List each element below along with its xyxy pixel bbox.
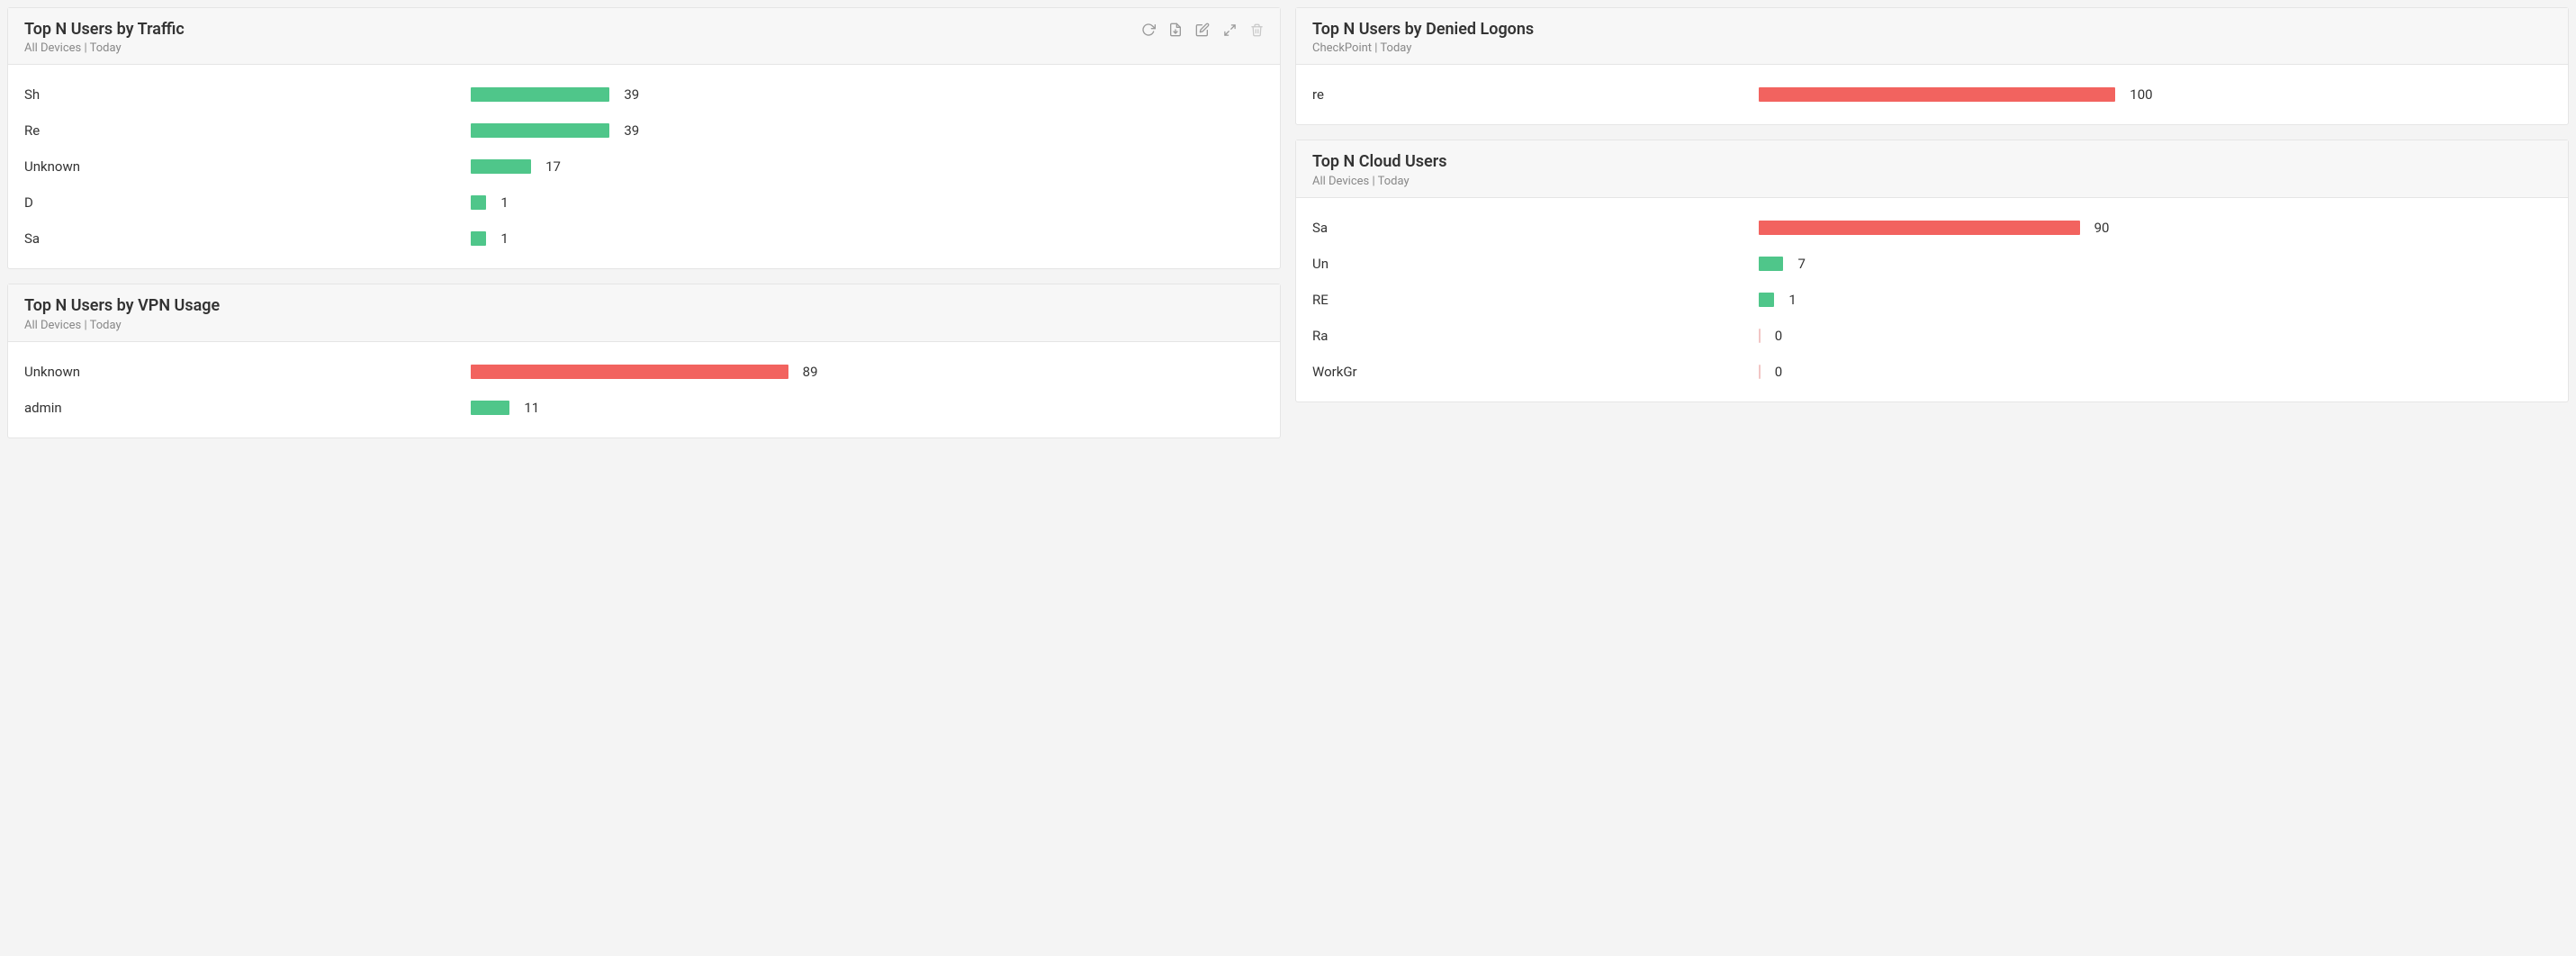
panel-vpn: Top N Users by VPN Usage All Devices | T… (7, 284, 1281, 437)
bar-row[interactable]: Unknown 89 (24, 364, 1264, 380)
bar-fill (471, 365, 788, 379)
bar-value: 11 (524, 400, 539, 416)
bar-track: 1 (471, 230, 1264, 247)
panel-subtitle: CheckPoint | Today (1312, 41, 1534, 55)
bar-fill (471, 159, 531, 174)
bar-value: 17 (545, 158, 561, 175)
bar-row[interactable]: Ra 0 (1312, 328, 2552, 344)
bar-value: 39 (624, 86, 639, 103)
bar-label: re (1312, 86, 1759, 103)
bar-label: Sh (24, 86, 471, 103)
bar-fill (471, 123, 610, 138)
bar-track: 39 (471, 86, 1264, 103)
bar-row[interactable]: WorkGr 0 (1312, 364, 2552, 380)
expand-icon[interactable] (1222, 23, 1237, 37)
bar-track: 7 (1759, 256, 2552, 272)
bar-row[interactable]: Un 7 (1312, 256, 2552, 272)
bar-value: 1 (1788, 292, 1796, 308)
bar-value: 7 (1797, 256, 1805, 272)
bar-label: Sa (24, 230, 471, 247)
panel-title: Top N Users by VPN Usage (24, 295, 220, 316)
bar-fill (471, 231, 487, 246)
bar-fill (1759, 365, 1761, 379)
dashboard: Top N Users by Traffic All Devices | Tod… (0, 0, 2576, 446)
bar-value: 89 (803, 364, 818, 380)
bar-row[interactable]: Unknown 17 (24, 158, 1264, 175)
panel-titles: Top N Users by VPN Usage All Devices | T… (24, 295, 220, 331)
delete-icon[interactable] (1249, 23, 1264, 37)
panel-traffic: Top N Users by Traffic All Devices | Tod… (7, 7, 1281, 269)
bar-label: Ra (1312, 328, 1759, 344)
panel-header: Top N Users by Denied Logons CheckPoint … (1296, 8, 2568, 65)
panel-subtitle: All Devices | Today (24, 41, 185, 55)
bar-row[interactable]: RE 1 (1312, 292, 2552, 308)
panel-body: Unknown 89 admin 11 (8, 342, 1280, 437)
panel-titles: Top N Users by Traffic All Devices | Tod… (24, 19, 185, 55)
bar-track: 89 (471, 364, 1264, 380)
panel-body: re 100 (1296, 65, 2568, 124)
panel-title: Top N Users by Denied Logons (1312, 19, 1534, 40)
bar-label: Sa (1312, 220, 1759, 236)
bar-row[interactable]: Re 39 (24, 122, 1264, 139)
bar-label: WorkGr (1312, 364, 1759, 380)
panel-denied: Top N Users by Denied Logons CheckPoint … (1295, 7, 2569, 125)
bar-label: Unknown (24, 158, 471, 175)
bar-track: 90 (1759, 220, 2552, 236)
bar-track: 0 (1759, 364, 2552, 380)
edit-icon[interactable] (1195, 23, 1210, 37)
panel-header: Top N Users by Traffic All Devices | Tod… (8, 8, 1280, 65)
bar-track: 1 (1759, 292, 2552, 308)
panel-body: Sh39Re39Unknown17D1Sa1 (8, 65, 1280, 268)
bar-track: 1 (471, 194, 1264, 211)
bar-label: Un (1312, 256, 1759, 272)
bar-track: 11 (471, 400, 1264, 416)
panel-subtitle: All Devices | Today (24, 319, 220, 332)
refresh-icon[interactable] (1141, 23, 1156, 37)
bar-value: 39 (624, 122, 639, 139)
panel-header: Top N Cloud Users All Devices | Today (1296, 140, 2568, 197)
bar-value: 0 (1775, 328, 1782, 344)
panel-titles: Top N Cloud Users All Devices | Today (1312, 151, 1446, 187)
right-column: Top N Users by Denied Logons CheckPoint … (1295, 7, 2569, 438)
bar-row[interactable]: Sa 1 (24, 230, 1264, 247)
left-column: Top N Users by Traffic All Devices | Tod… (7, 7, 1281, 438)
bar-value: 1 (500, 194, 508, 211)
bar-fill (471, 87, 610, 102)
bar-fill (471, 195, 487, 210)
bar-label: D (24, 194, 471, 211)
bar-row[interactable]: Sh 39 (24, 86, 1264, 103)
panel-titles: Top N Users by Denied Logons CheckPoint … (1312, 19, 1534, 55)
bar-fill (1759, 329, 1761, 343)
panel-header: Top N Users by VPN Usage All Devices | T… (8, 284, 1280, 341)
panel-actions (1141, 19, 1264, 37)
panel-title: Top N Cloud Users (1312, 151, 1446, 172)
bar-fill (1759, 87, 2116, 102)
bar-value: 1 (500, 230, 508, 247)
bar-track: 100 (1759, 86, 2552, 103)
bar-value: 0 (1775, 364, 1782, 380)
bar-label: Re (24, 122, 471, 139)
bar-fill (1759, 221, 2080, 235)
panel-subtitle: All Devices | Today (1312, 175, 1446, 188)
bar-label: RE (1312, 292, 1759, 308)
bar-row[interactable]: re 100 (1312, 86, 2552, 103)
panel-cloud: Top N Cloud Users All Devices | Today Sa… (1295, 140, 2569, 401)
bar-row[interactable]: D1 (24, 194, 1264, 211)
bar-track: 39 (471, 122, 1264, 139)
bar-fill (1759, 293, 1775, 307)
bar-value: 100 (2130, 86, 2152, 103)
panel-body: Sa 90 Un 7 RE 1 Ra 0 WorkGr 0 (1296, 198, 2568, 401)
bar-row[interactable]: Sa 90 (1312, 220, 2552, 236)
bar-track: 0 (1759, 328, 2552, 344)
bar-value: 90 (2094, 220, 2110, 236)
bar-fill (1759, 257, 1784, 271)
panel-title: Top N Users by Traffic (24, 19, 185, 40)
bar-row[interactable]: admin 11 (24, 400, 1264, 416)
bar-label: Unknown (24, 364, 471, 380)
bar-track: 17 (471, 158, 1264, 175)
bar-label: admin (24, 400, 471, 416)
export-icon[interactable] (1168, 23, 1183, 37)
bar-fill (471, 401, 510, 415)
